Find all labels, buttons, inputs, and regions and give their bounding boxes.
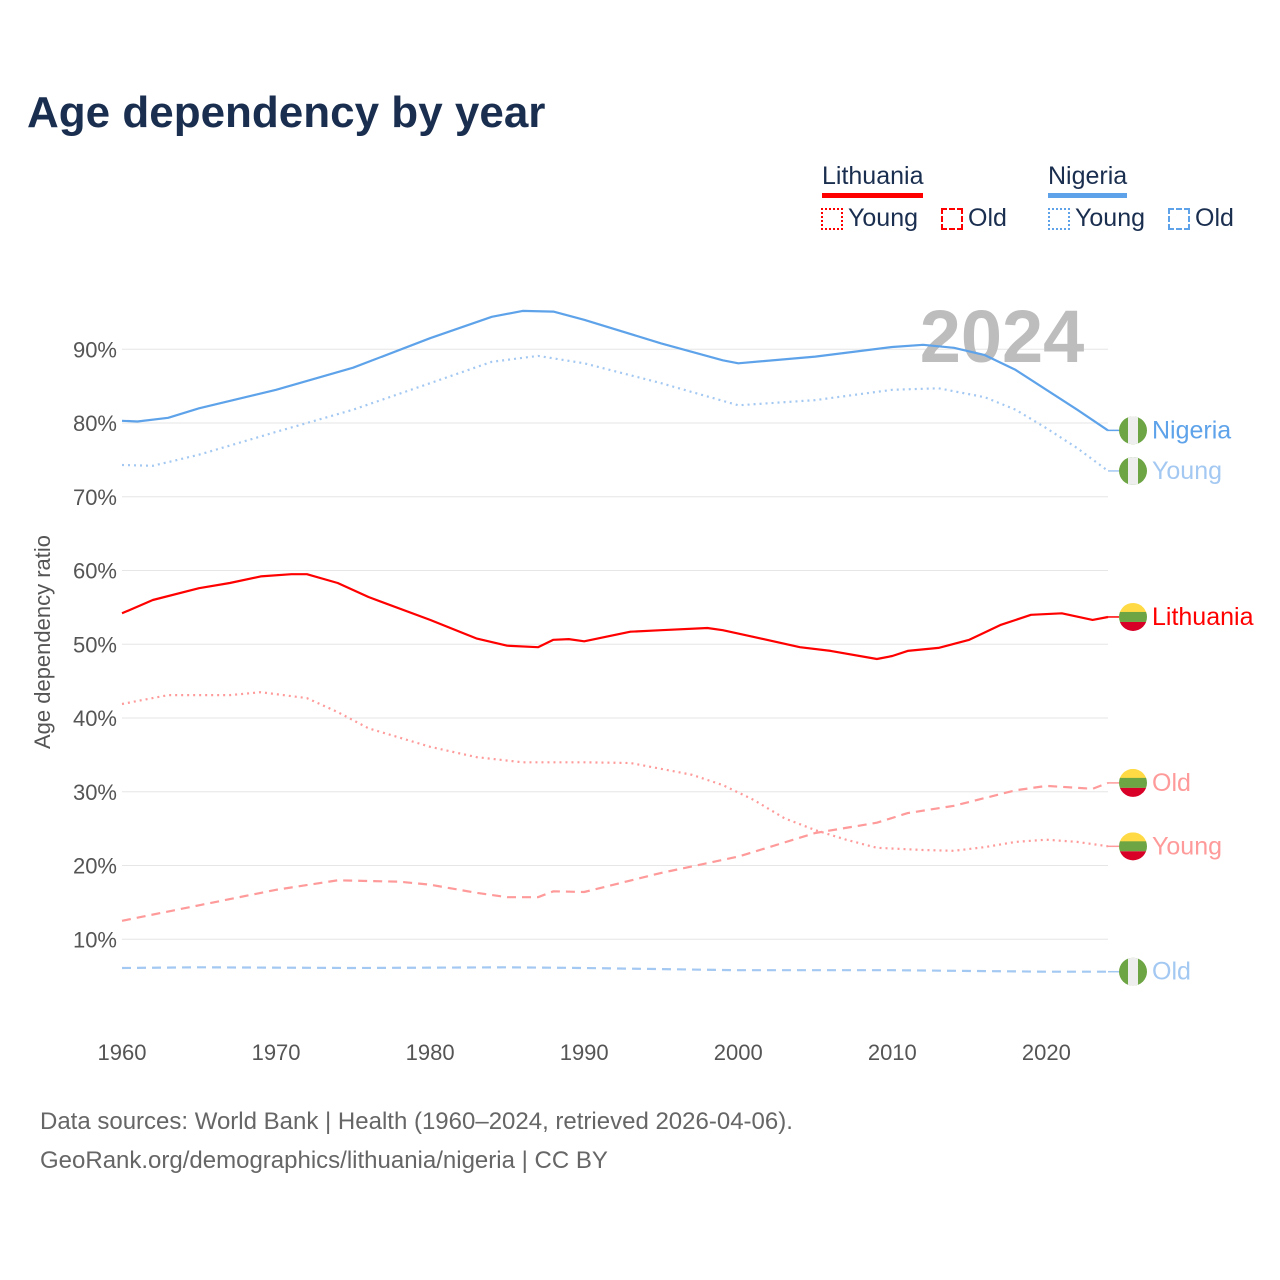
legend-country-label: Lithuania xyxy=(822,162,924,190)
legend-label: Young xyxy=(848,204,918,232)
year-overlay: 2024 xyxy=(920,295,1085,378)
x-tick-label: 2000 xyxy=(714,1040,763,1065)
y-tick-label: 70% xyxy=(73,485,117,510)
nigeria-flag-icon xyxy=(1119,456,1147,485)
x-tick-label: 2020 xyxy=(1022,1040,1071,1065)
flag-white xyxy=(1128,456,1138,485)
flag-green xyxy=(1119,841,1147,852)
x-tick-label: 1990 xyxy=(560,1040,609,1065)
y-tick-label: 50% xyxy=(73,632,117,657)
flag-yellow xyxy=(1119,602,1147,613)
series-line-nigeria-young xyxy=(121,354,1109,472)
flag-red xyxy=(1119,787,1147,797)
x-tick-label: 1970 xyxy=(252,1040,301,1065)
flag-stripes xyxy=(1119,957,1147,986)
series-line-lithuania-young xyxy=(121,691,1109,852)
legend-lithuania-old: Old xyxy=(941,204,1007,233)
footer-sources: Data sources: World Bank | Health (1960–… xyxy=(40,1108,793,1135)
series-line-lithuania xyxy=(121,573,1109,661)
flag-white xyxy=(1128,957,1138,986)
nigeria-flag-icon xyxy=(1119,957,1147,986)
flag-white xyxy=(1128,416,1138,445)
flag-yellow xyxy=(1119,768,1147,779)
dashed-swatch-icon xyxy=(1168,207,1190,230)
end-label: Nigeria xyxy=(1152,416,1231,444)
x-tick-label: 1980 xyxy=(406,1040,455,1065)
flag-green xyxy=(1119,611,1147,622)
y-tick-label: 30% xyxy=(73,780,117,805)
legend-label: Old xyxy=(1195,204,1234,232)
dashed-swatch-icon xyxy=(941,207,963,230)
flag-red xyxy=(1119,851,1147,861)
end-label: Lithuania xyxy=(1152,603,1254,631)
x-tick-label: 2010 xyxy=(868,1040,917,1065)
footer-link[interactable]: GeoRank.org/demographics/lithuania/niger… xyxy=(40,1147,608,1174)
legend-color-bar xyxy=(1048,193,1128,198)
y-tick-label: 10% xyxy=(73,927,117,952)
dotted-swatch-icon xyxy=(1048,207,1070,230)
flag-stripes xyxy=(1119,832,1147,861)
series-line-nigeria-old xyxy=(121,966,1108,973)
legend-nigeria-young: Young xyxy=(1048,204,1145,233)
y-tick-label: 20% xyxy=(73,854,117,879)
y-tick-label: 90% xyxy=(73,337,117,362)
chart-title: Age dependency by year xyxy=(27,88,546,137)
x-tick-label: 1960 xyxy=(98,1040,147,1065)
series-line-lithuania-old xyxy=(121,781,1109,922)
flag-green xyxy=(1119,777,1147,788)
legend-label: Old xyxy=(968,204,1007,232)
legend-country-label: Nigeria xyxy=(1048,162,1128,190)
y-axis-label: Age dependency ratio xyxy=(30,535,55,749)
end-label: Young xyxy=(1152,832,1222,860)
flag-stripes xyxy=(1119,416,1147,445)
legend-label: Young xyxy=(1075,204,1145,232)
flag-stripes xyxy=(1119,602,1147,631)
flag-stripes xyxy=(1119,768,1147,797)
end-label: Young xyxy=(1152,457,1222,485)
y-tick-label: 60% xyxy=(73,559,117,584)
legend-nigeria-old: Old xyxy=(1168,204,1234,233)
legend-lithuania: Lithuania xyxy=(822,162,924,198)
lithuania-flag-icon xyxy=(1119,832,1147,861)
legend-color-bar xyxy=(822,193,924,198)
flag-stripes xyxy=(1119,456,1147,485)
y-tick-label: 80% xyxy=(73,411,117,436)
lithuania-flag-icon xyxy=(1119,768,1147,797)
end-label: Old xyxy=(1152,958,1191,986)
lithuania-flag-icon xyxy=(1119,602,1147,631)
legend-lithuania-young: Young xyxy=(821,204,918,233)
y-tick-label: 40% xyxy=(73,706,117,731)
flag-yellow xyxy=(1119,832,1147,843)
dotted-swatch-icon xyxy=(821,207,843,230)
end-label: Old xyxy=(1152,769,1191,797)
nigeria-flag-icon xyxy=(1119,416,1147,445)
series-line-nigeria xyxy=(121,309,1109,432)
flag-red xyxy=(1119,621,1147,631)
legend-nigeria: Nigeria xyxy=(1048,162,1128,198)
